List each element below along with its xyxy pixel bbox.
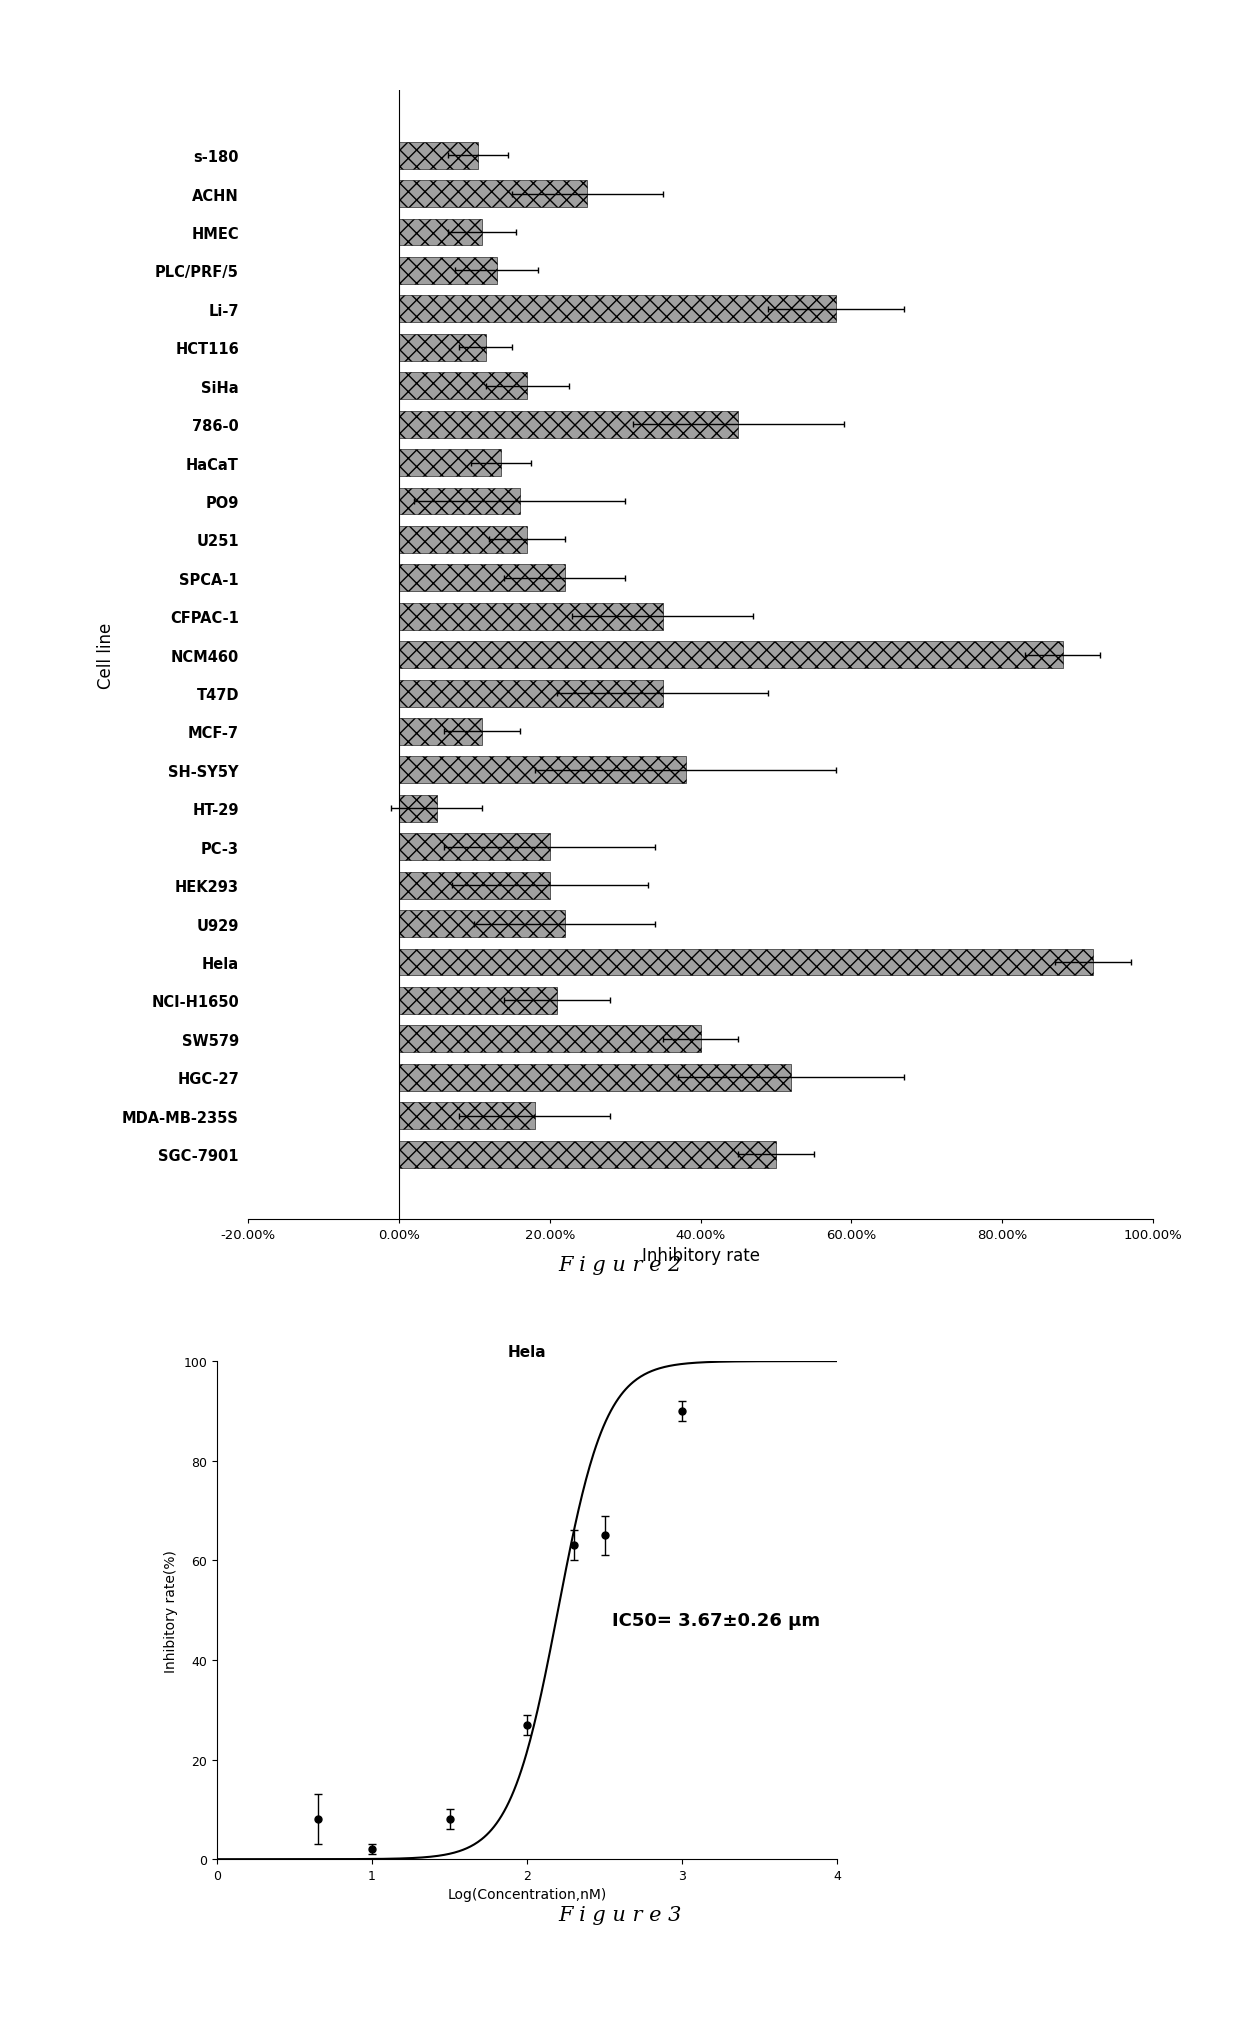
Bar xyxy=(399,142,479,169)
Bar xyxy=(399,1142,776,1168)
Bar xyxy=(399,449,501,478)
Bar xyxy=(399,1065,791,1091)
Bar xyxy=(399,1026,701,1053)
Bar xyxy=(399,719,482,746)
Bar xyxy=(399,297,836,323)
Y-axis label: Inhibitory rate(%): Inhibitory rate(%) xyxy=(164,1548,177,1672)
X-axis label: Log(Concentration,nM): Log(Concentration,nM) xyxy=(448,1888,606,1902)
Bar xyxy=(399,758,686,784)
Bar xyxy=(399,219,482,246)
Bar xyxy=(399,526,527,553)
Bar xyxy=(399,258,497,284)
Bar xyxy=(399,910,564,937)
Bar xyxy=(399,833,549,862)
Bar xyxy=(399,642,1063,669)
Bar xyxy=(399,374,527,400)
Bar xyxy=(399,335,486,362)
Bar xyxy=(399,988,557,1014)
Bar xyxy=(399,565,564,591)
Bar xyxy=(399,412,738,439)
Bar xyxy=(399,604,663,630)
X-axis label: Inhibitory rate: Inhibitory rate xyxy=(641,1248,760,1264)
Y-axis label: Cell line: Cell line xyxy=(97,622,115,689)
Bar xyxy=(399,1103,534,1130)
Bar xyxy=(399,795,436,823)
Text: IC50= 3.67±0.26 μm: IC50= 3.67±0.26 μm xyxy=(613,1611,821,1630)
Bar xyxy=(399,488,520,516)
Text: F i g u r e 2: F i g u r e 2 xyxy=(558,1256,682,1274)
Bar xyxy=(399,681,663,707)
Bar xyxy=(399,181,588,207)
Bar xyxy=(399,949,1092,975)
Title: Hela: Hela xyxy=(507,1343,547,1359)
Bar xyxy=(399,872,549,898)
Text: F i g u r e 3: F i g u r e 3 xyxy=(558,1906,682,1924)
